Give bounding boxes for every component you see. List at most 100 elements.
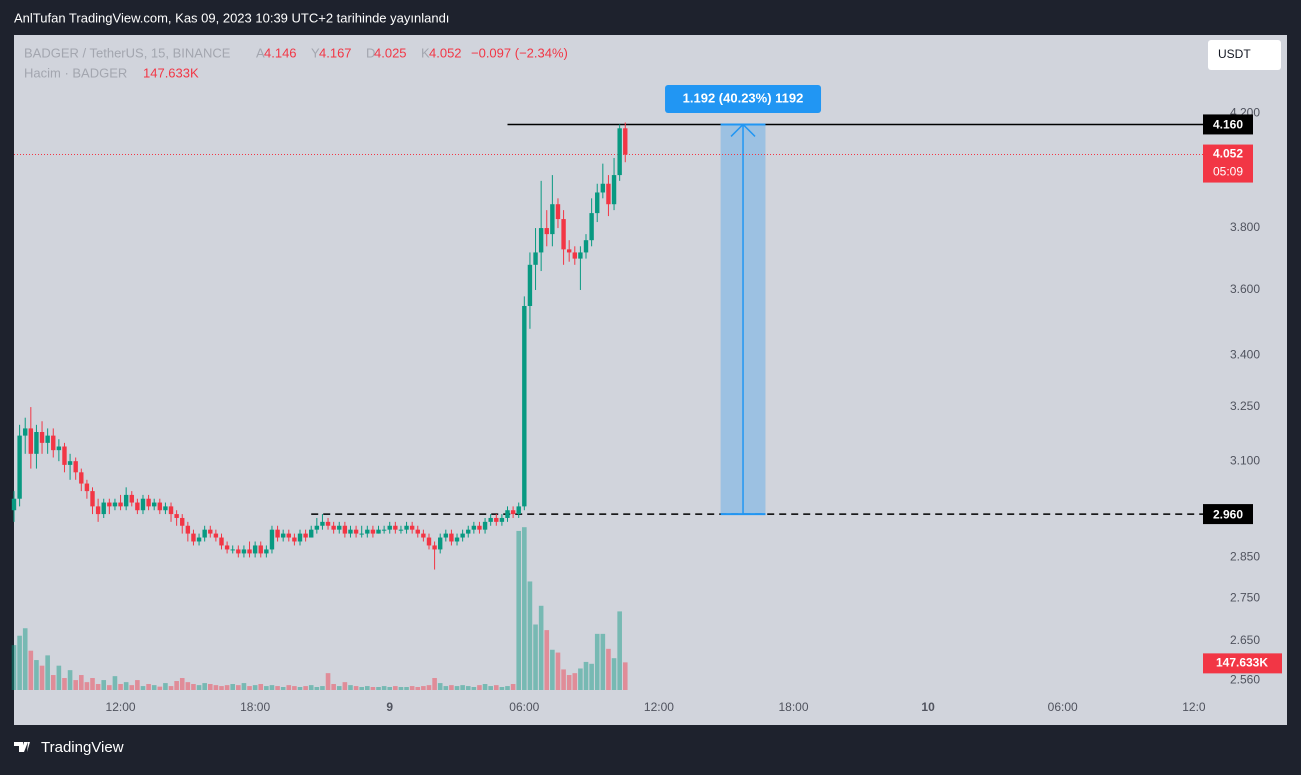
volume-badge-label: 147.633K	[1216, 656, 1268, 670]
volume-bar	[174, 681, 179, 690]
candle-body	[516, 506, 521, 515]
volume-bar	[409, 686, 415, 690]
volume-bar	[381, 686, 387, 690]
y-tick-label: 3.600	[1230, 282, 1260, 296]
candle-body	[466, 529, 471, 534]
candle-body	[387, 525, 392, 530]
volume-bar	[606, 648, 611, 690]
volume-bar	[107, 685, 112, 690]
volume-bar	[50, 675, 56, 690]
candle-body	[600, 183, 606, 193]
volume-bar	[611, 658, 617, 690]
measure-label: 1.192 (40.23%) 1192	[683, 90, 804, 105]
volume-bar	[454, 686, 460, 690]
candle-body	[583, 240, 589, 253]
volume-bar	[415, 687, 421, 690]
volume-bar	[471, 687, 477, 690]
candle-body	[67, 461, 73, 465]
y-tick-label: 3.250	[1230, 399, 1260, 413]
volume-bar	[135, 680, 140, 690]
candle-body	[157, 502, 163, 511]
volume-bar	[252, 685, 258, 690]
candle-body	[45, 435, 50, 443]
countdown: 05:09	[1213, 165, 1243, 179]
candle-body	[314, 525, 320, 530]
candle-body	[129, 494, 134, 503]
candle-body	[269, 529, 275, 550]
volume-bar	[286, 685, 292, 690]
logo	[14, 742, 30, 752]
candle-body	[118, 502, 123, 507]
volume-bar	[241, 683, 247, 690]
volume-bar	[45, 655, 50, 690]
volume-bar	[370, 687, 376, 690]
ohlc-key: A	[256, 45, 265, 60]
candle-body	[471, 525, 477, 530]
x-tick-label: 9	[386, 700, 393, 714]
candle-body	[342, 525, 348, 534]
candle-body	[180, 517, 185, 526]
candle-body	[280, 533, 286, 538]
candle-body	[438, 537, 443, 550]
ohlc-key: K	[421, 45, 430, 60]
volume-bar	[348, 685, 353, 690]
volume-bar	[84, 682, 90, 690]
volume-bar	[336, 686, 342, 690]
candle-body	[219, 537, 224, 546]
volume-bar	[219, 686, 224, 690]
candle-body	[488, 517, 493, 522]
ohlc-key: Y	[311, 45, 320, 60]
candle-body	[17, 435, 22, 499]
candle-body	[415, 529, 420, 534]
candle-body	[202, 529, 207, 538]
candle-body	[90, 491, 95, 507]
volume-bar	[62, 678, 67, 690]
candle-body	[482, 521, 488, 530]
ohlc-value: 4.146	[264, 45, 297, 60]
candle-body	[101, 502, 106, 515]
volume-bar	[168, 686, 174, 690]
candle-body	[359, 533, 364, 535]
candle-body	[454, 537, 460, 542]
currency-button[interactable]	[1208, 40, 1281, 70]
volume-bar	[292, 686, 297, 690]
volume-bar	[505, 686, 510, 690]
candle-body	[421, 533, 426, 538]
volume-bar	[224, 685, 230, 690]
candle-body	[393, 525, 398, 530]
volume-bar	[17, 635, 22, 690]
publisher: AnlTufan TradingView.com, Kas 09, 2023 1…	[14, 10, 449, 25]
volume-bar	[308, 685, 314, 690]
candle-body	[56, 446, 62, 451]
ohlc-value: 4.167	[319, 45, 352, 60]
candle-body	[196, 537, 202, 542]
candle-body	[499, 517, 505, 522]
change: −0.097 (−2.34%)	[471, 45, 568, 60]
candle-body	[533, 252, 538, 265]
candle-body	[28, 428, 34, 454]
volume-bar	[67, 670, 73, 690]
measure-arrow	[730, 123, 756, 515]
x-tick-label: 10	[921, 700, 935, 714]
x-tick-label: 18:00	[778, 700, 808, 714]
candle-body	[95, 506, 101, 515]
level-badge	[1203, 504, 1253, 525]
level-badge-label: 4.160	[1213, 118, 1243, 132]
volume-bar	[151, 685, 157, 690]
volume-bar	[157, 686, 163, 690]
volume-bar	[146, 684, 151, 690]
candle-body	[79, 472, 84, 484]
candle-body	[443, 533, 449, 538]
volume-bar	[185, 682, 191, 690]
candle-body	[191, 533, 196, 542]
level-badge-label: 2.960	[1213, 507, 1243, 521]
volume-bar	[28, 650, 34, 690]
candle-body	[303, 533, 308, 538]
ohlc-value: 4.025	[374, 45, 407, 60]
candle-body	[213, 533, 219, 538]
volume-bar	[22, 628, 28, 690]
volume-bar	[398, 687, 404, 690]
candle-body	[432, 545, 437, 550]
volume-bar	[364, 686, 370, 690]
